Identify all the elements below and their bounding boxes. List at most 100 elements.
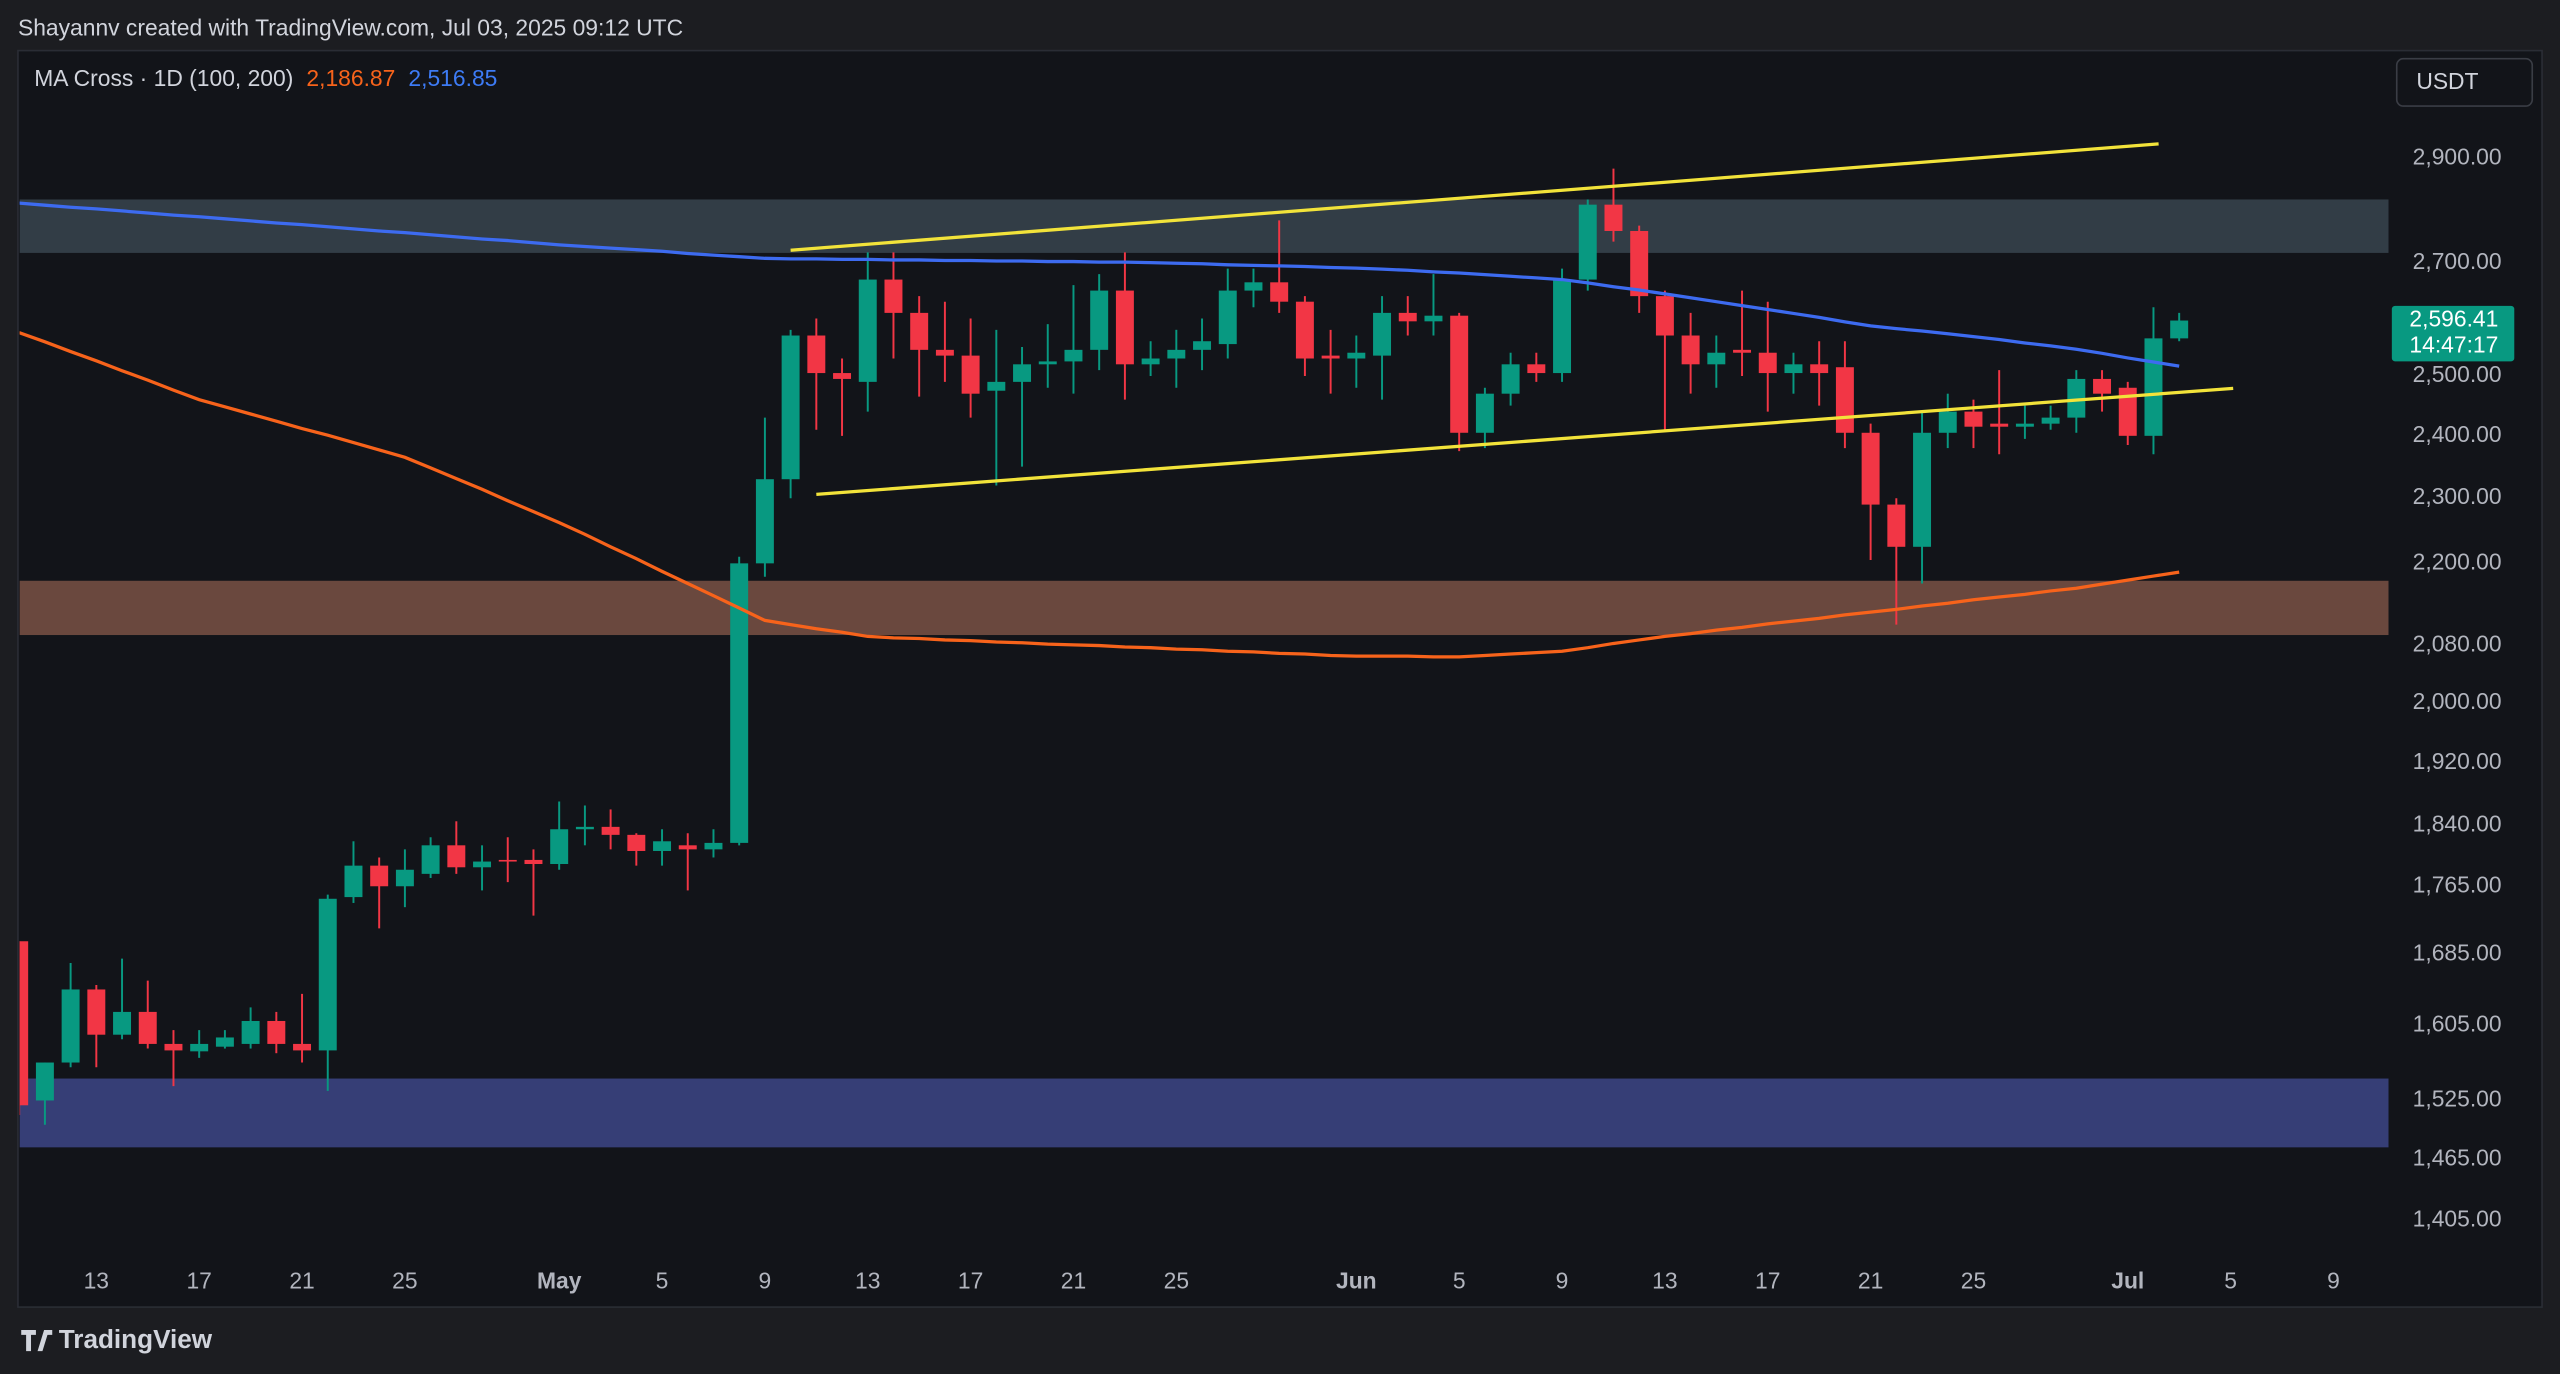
candle-body: [1398, 312, 1417, 322]
currency-label[interactable]: USDT: [2416, 68, 2478, 94]
x-tick-label: 5: [2224, 1268, 2237, 1294]
candle-body: [961, 355, 980, 394]
y-tick-label: 1,685.00: [2413, 939, 2502, 965]
candle-body: [1835, 367, 1854, 433]
moving-average-line: [19, 331, 2180, 659]
candle-body: [1193, 341, 1212, 350]
candle-body: [138, 1011, 157, 1044]
currency-button[interactable]: [2395, 57, 2534, 107]
y-tick-label: 1,465.00: [2413, 1144, 2502, 1170]
x-tick-label: 25: [1164, 1268, 1189, 1294]
candle-body: [1758, 352, 1777, 374]
x-tick-label: 25: [1961, 1268, 1986, 1294]
candle-body: [1321, 355, 1340, 359]
header: Shayannv created with TradingView.com, J…: [18, 14, 683, 40]
candle-body: [910, 312, 929, 350]
x-tick-label: 13: [84, 1268, 109, 1294]
x-tick-label: May: [537, 1268, 582, 1294]
moving-averages: [19, 201, 2180, 659]
candle-body: [1167, 349, 1186, 359]
x-tick-label: 9: [759, 1268, 772, 1294]
candle-body: [2015, 423, 2034, 427]
candle-body: [241, 1020, 260, 1044]
candle-body: [2093, 378, 2112, 394]
candle-body: [1938, 411, 1957, 433]
candle-body: [1784, 364, 1803, 374]
y-tick-label: 2,700.00: [2413, 248, 2502, 274]
candle-body: [1115, 290, 1134, 365]
y-tick-label: 1,840.00: [2413, 810, 2502, 836]
indicator-legend: MA Cross · 1D (100, 200) 2,186.87 2,516.85: [34, 65, 497, 91]
candle-body: [447, 845, 466, 868]
candle-body: [1964, 411, 1983, 427]
candle-body: [550, 829, 569, 865]
candle-body: [1655, 296, 1674, 336]
candle-body: [1038, 361, 1057, 365]
indicator-value: 2,516.85: [408, 65, 497, 91]
indicator-value: 2,186.87: [306, 65, 395, 91]
candle-body: [2170, 320, 2189, 339]
candle-body: [678, 845, 697, 850]
y-tick-label: 1,405.00: [2413, 1206, 2502, 1232]
candle-body: [1887, 504, 1906, 547]
y-tick-label: 1,765.00: [2413, 871, 2502, 897]
y-tick-label: 2,300.00: [2413, 483, 2502, 509]
candle-body: [1604, 204, 1623, 231]
brand: TradingView: [59, 1324, 213, 1354]
x-tick-label: 13: [855, 1268, 880, 1294]
y-tick-label: 2,900.00: [2413, 143, 2502, 169]
candle-body: [627, 834, 646, 851]
last-price-tag: [2391, 305, 2515, 362]
candle-body: [293, 1043, 312, 1051]
candle-body: [730, 563, 749, 843]
candle-body: [1475, 393, 1494, 433]
candle-body: [1913, 432, 1932, 547]
candle-body: [35, 1062, 54, 1101]
candle-body: [781, 335, 800, 480]
candle-body: [113, 1011, 132, 1035]
y-tick-label: 2,000.00: [2413, 688, 2502, 714]
candle-body: [987, 381, 1006, 391]
candle-body: [1810, 364, 1829, 374]
trendlines: [790, 142, 2234, 497]
last-price-label: 2,596.41: [2409, 306, 2498, 332]
countdown-label: 14:47:17: [2409, 332, 2498, 358]
candle-body: [1861, 432, 1880, 505]
candle-body: [1295, 301, 1314, 359]
candle-body: [1630, 230, 1649, 297]
candle-body: [1553, 279, 1572, 374]
brand-logo: TradingView: [21, 1324, 213, 1354]
candle-body: [1013, 364, 1032, 382]
x-tick-label: Jul: [2111, 1268, 2144, 1294]
x-tick-label: 21: [1858, 1268, 1883, 1294]
y-tick-label: 2,200.00: [2413, 548, 2502, 574]
y-tick-label: 1,920.00: [2413, 748, 2502, 774]
candle-body: [653, 841, 672, 851]
candle-body: [884, 279, 903, 313]
x-tick-label: 13: [1652, 1268, 1677, 1294]
y-tick-label: 2,080.00: [2413, 631, 2502, 657]
candles: [19, 168, 2189, 1125]
candle-body: [704, 842, 723, 850]
candle-body: [61, 989, 80, 1063]
y-tick-label: 2,400.00: [2413, 421, 2502, 447]
x-tick-label: Jun: [1336, 1268, 1377, 1294]
candle-body: [1424, 315, 1443, 322]
candle-body: [1090, 290, 1109, 350]
candle-body: [1990, 423, 2009, 427]
candle-body: [370, 865, 389, 887]
candle-body: [2118, 387, 2137, 436]
axes: 2,900.00 2,700.00 2,500.00 2,400.00 2,300.00…: [84, 143, 2515, 1294]
moving-average-line: [19, 201, 2180, 368]
candle-body: [2067, 378, 2086, 418]
candle-body: [473, 861, 492, 868]
candle-body: [190, 1043, 209, 1052]
zones: [19, 199, 2389, 1148]
candle-body: [1501, 364, 1520, 394]
x-tick-label: 17: [186, 1268, 211, 1294]
candle-body: [1527, 364, 1546, 374]
x-tick-label: 21: [1061, 1268, 1086, 1294]
candle-body: [19, 941, 29, 1106]
x-tick-label: 25: [392, 1268, 417, 1294]
